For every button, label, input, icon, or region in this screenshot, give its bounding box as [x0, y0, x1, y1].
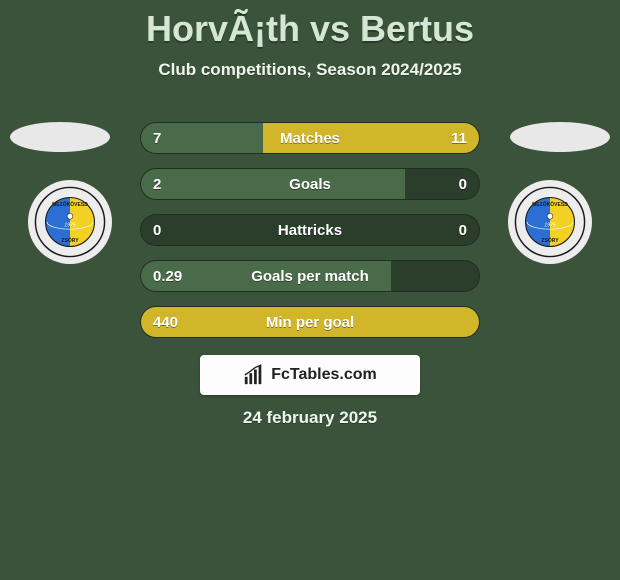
club-logo-left: MEZŐKÖVESD ZSÓRY 1975 [28, 180, 112, 264]
player-badge-left-slot [10, 122, 110, 152]
date-label: 24 february 2025 [0, 408, 620, 428]
svg-text:1975: 1975 [64, 222, 75, 228]
stat-value-left: 2 [153, 169, 161, 200]
page-title: HorvÃ¡th vs Bertus [0, 0, 620, 50]
player-badge-right-slot [510, 122, 610, 152]
stat-label: Hattricks [141, 215, 479, 246]
brand-badge: FcTables.com [200, 355, 420, 395]
stat-value-left: 440 [153, 307, 178, 338]
stat-row: Hattricks0 0 [140, 214, 480, 246]
svg-text:MEZŐKÖVESD: MEZŐKÖVESD [532, 201, 568, 208]
stat-row: Min per goal440 [140, 306, 480, 338]
stat-label: Min per goal [141, 307, 479, 338]
stat-row: Matches7 11 [140, 122, 480, 154]
chart-icon [243, 364, 265, 386]
stat-row: Goals per match0.29 [140, 260, 480, 292]
svg-text:MEZŐKÖVESD: MEZŐKÖVESD [52, 201, 88, 208]
stat-value-right: 0 [459, 215, 467, 246]
stat-label: Goals per match [141, 261, 479, 292]
stat-label: Matches [141, 123, 479, 154]
club-logo-right: MEZŐKÖVESD ZSÓRY 1975 [508, 180, 592, 264]
stat-value-left: 7 [153, 123, 161, 154]
stat-value-right: 0 [459, 169, 467, 200]
stat-value-left: 0.29 [153, 261, 182, 292]
stat-value-left: 0 [153, 215, 161, 246]
svg-text:1975: 1975 [544, 222, 555, 228]
stat-row: Goals2 0 [140, 168, 480, 200]
stat-value-right: 11 [451, 123, 467, 154]
stat-label: Goals [141, 169, 479, 200]
stats-container: Matches711Goals20Hattricks00Goals per ma… [140, 122, 480, 352]
subtitle: Club competitions, Season 2024/2025 [0, 60, 620, 80]
brand-label: FcTables.com [271, 366, 377, 384]
